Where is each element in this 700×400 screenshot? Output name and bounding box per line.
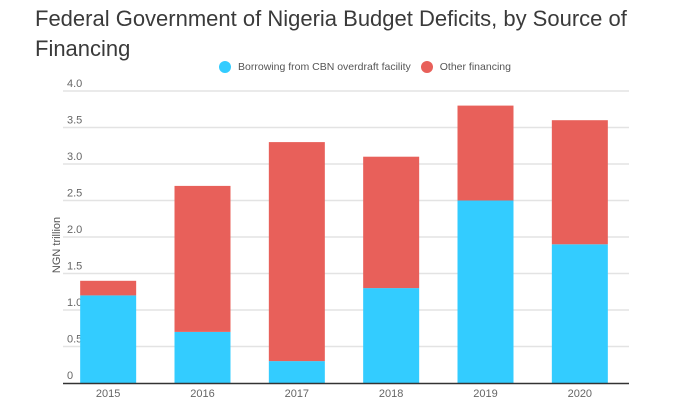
legend-swatch-cbn bbox=[219, 61, 232, 73]
y-tick-label: 2.0 bbox=[67, 224, 82, 236]
bar-segment-other bbox=[268, 142, 325, 362]
bar-segment-cbn bbox=[551, 244, 608, 383]
legend-item-cbn[interactable]: Borrowing from CBN overdraft facility bbox=[219, 61, 411, 73]
y-tick-label: 1.5 bbox=[67, 261, 82, 273]
bar-segment-other bbox=[80, 280, 137, 296]
bar-segment-cbn bbox=[268, 361, 325, 383]
bar-segment-cbn bbox=[457, 200, 514, 383]
bar-segment-other bbox=[363, 156, 420, 289]
x-tick-label: 2017 bbox=[285, 388, 309, 400]
legend-label-other: Other financing bbox=[439, 61, 511, 73]
bar-segment-cbn bbox=[80, 295, 137, 383]
y-axis-label: NGN trillion bbox=[51, 217, 63, 273]
bar-segment-other bbox=[551, 120, 608, 245]
y-tick-label: 3.5 bbox=[67, 115, 82, 127]
bar-segment-cbn bbox=[363, 288, 420, 383]
bar-segment-other bbox=[174, 185, 231, 332]
legend-item-other[interactable]: Other financing bbox=[420, 61, 511, 73]
y-tick-label: 3.0 bbox=[67, 151, 82, 163]
y-tick-label: 2.5 bbox=[67, 188, 82, 200]
x-tick-label: 2020 bbox=[568, 388, 592, 400]
x-tick-label: 2016 bbox=[190, 388, 214, 400]
legend-swatch-other bbox=[420, 61, 433, 73]
chart-title: Federal Government of Nigeria Budget Def… bbox=[35, 6, 627, 61]
x-tick-label: 2019 bbox=[473, 388, 497, 400]
y-tick-label: 0 bbox=[67, 370, 73, 382]
y-tick-label: 0.5 bbox=[67, 334, 82, 346]
x-tick-label: 2018 bbox=[379, 388, 403, 400]
legend-label-cbn: Borrowing from CBN overdraft facility bbox=[238, 61, 411, 73]
bar-segment-cbn bbox=[174, 331, 231, 383]
bar-segment-other bbox=[457, 105, 514, 201]
legend: Borrowing from CBN overdraft facility Ot… bbox=[0, 61, 700, 73]
x-tick-label: 2015 bbox=[96, 388, 120, 400]
y-tick-label: 4.0 bbox=[67, 78, 82, 90]
y-tick-label: 1.0 bbox=[67, 297, 82, 309]
